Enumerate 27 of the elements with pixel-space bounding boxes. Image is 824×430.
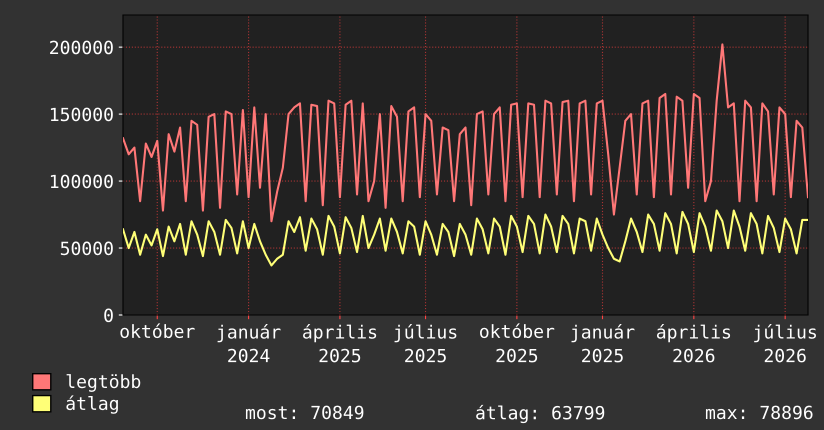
text: 2026 — [673, 348, 714, 362]
text: átlag: 63799 — [476, 404, 604, 424]
legend-label: átlag — [66, 395, 118, 414]
text: 2024 — [228, 348, 270, 362]
text: 2026 — [764, 348, 806, 362]
line-series — [123, 209, 808, 266]
text: 2025 — [405, 348, 446, 362]
y-tick-label: 200000 — [50, 40, 113, 54]
x-tick-label: július — [754, 324, 816, 342]
text: 2025 — [496, 348, 538, 362]
text: 2025 — [320, 348, 360, 362]
line-series — [123, 43, 808, 222]
y-tick-label: 0 — [104, 308, 113, 322]
text: max: 78896 — [706, 406, 813, 420]
x-tick-label: október — [120, 323, 195, 338]
x-tick-label: április — [303, 324, 376, 342]
x-tick-label: április — [656, 324, 730, 342]
x-tick-label: október — [480, 323, 554, 338]
y-tick-label: 50000 — [60, 242, 113, 256]
x-tick-label: január — [218, 324, 281, 342]
x-tick-label: július — [394, 324, 456, 342]
text: 2025 — [582, 348, 623, 362]
legend-label: legtöbb — [66, 374, 140, 392]
x-tick-label: január — [572, 324, 634, 342]
y-tick-label: 150000 — [50, 108, 113, 122]
text: most: 70849 — [246, 406, 364, 420]
y-tick-label: 100000 — [50, 174, 113, 188]
